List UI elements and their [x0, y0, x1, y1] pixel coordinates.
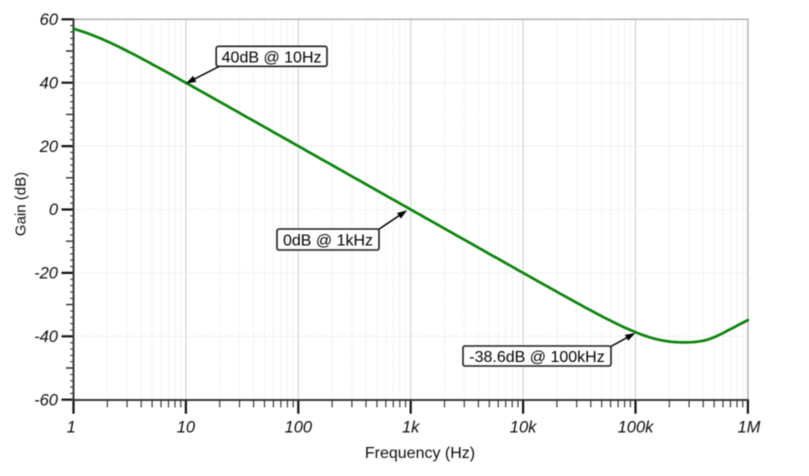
svg-text:10: 10 — [177, 419, 196, 437]
svg-text:1: 1 — [67, 419, 76, 437]
svg-text:Gain (dB): Gain (dB) — [13, 172, 30, 236]
svg-text:60: 60 — [40, 11, 59, 29]
svg-text:Frequency (Hz): Frequency (Hz) — [365, 445, 475, 462]
svg-text:1k: 1k — [402, 419, 420, 437]
svg-text:20: 20 — [39, 138, 59, 156]
svg-text:40dB @ 10Hz: 40dB @ 10Hz — [222, 49, 322, 66]
svg-text:0dB @ 1kHz: 0dB @ 1kHz — [283, 233, 373, 250]
svg-text:1M: 1M — [737, 419, 760, 437]
svg-text:-38.6dB @ 100kHz: -38.6dB @ 100kHz — [469, 349, 604, 366]
svg-text:10k: 10k — [510, 419, 537, 437]
svg-text:100: 100 — [285, 419, 313, 437]
svg-text:-60: -60 — [34, 391, 59, 409]
svg-text:40: 40 — [40, 74, 59, 92]
svg-text:-20: -20 — [34, 265, 59, 283]
svg-text:-40: -40 — [34, 328, 59, 346]
svg-text:100k: 100k — [618, 419, 655, 437]
svg-text:0: 0 — [49, 201, 59, 219]
